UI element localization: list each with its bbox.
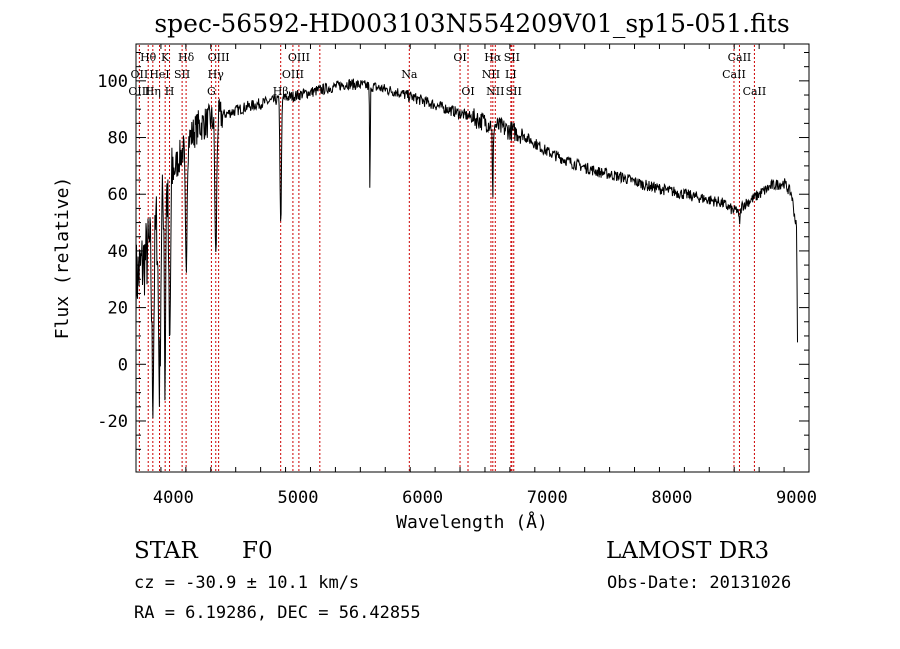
y-tick-label: 60 (108, 185, 128, 205)
survey-name: LAMOST DR3 (606, 538, 770, 564)
observation-date: Obs-Date: 20131026 (607, 573, 792, 593)
redshift-cz: cz = -30.9 ± 10.1 km/s (134, 573, 360, 593)
y-axis: -20 0 20 40 60 80 100 (97, 52, 809, 450)
line-marker-label: Hα (484, 51, 502, 64)
line-marker-label: K (161, 51, 170, 64)
line-marker-label: H (165, 85, 175, 98)
coordinates: RA = 6.19286, DEC = 56.42855 (134, 603, 421, 623)
line-marker-label: Hδ (178, 51, 195, 64)
x-tick-label: 9000 (776, 488, 817, 508)
plot-frame (135, 43, 810, 473)
spectrum-line (135, 78, 798, 419)
x-tick-label: 8000 (651, 488, 692, 508)
y-tick-label: 100 (97, 72, 128, 92)
line-marker-label: SII (506, 85, 522, 98)
y-tick-label: 40 (108, 242, 128, 262)
line-marker-label: OII (131, 68, 149, 81)
line-marker-label: Hγ (208, 68, 225, 81)
line-marker-label: OIII (128, 85, 150, 98)
line-marker-label: SII (174, 68, 190, 81)
line-marker-labels: HθOIIOIIIKHeIHηHδSIIHOIIIHγGOIIIOIIIHβNa… (128, 51, 766, 98)
line-marker-label: OI (453, 51, 466, 64)
line-marker-label: OIII (288, 51, 310, 64)
line-marker-label: NII (482, 68, 500, 81)
x-axis-label: Wavelength (Å) (396, 511, 548, 533)
object-class: STAR (134, 538, 198, 564)
line-marker-label: HeI (149, 68, 169, 81)
line-marker-label: OIII (282, 68, 304, 81)
object-subclass: F0 (242, 538, 273, 564)
line-marker-label: Na (401, 68, 418, 81)
x-tick-label: 7000 (527, 488, 568, 508)
line-marker-label: OIII (208, 51, 230, 64)
y-tick-label: -20 (97, 412, 128, 432)
y-tick-label: 20 (108, 299, 128, 319)
line-markers (138, 45, 755, 471)
chart-title: spec-56592-HD003103N554209V01_sp15-051.f… (154, 9, 789, 38)
line-marker-label: NII (486, 85, 504, 98)
y-tick-label: 80 (108, 129, 128, 149)
line-marker-label: Hθ (140, 51, 157, 64)
line-marker-label: G (207, 85, 216, 98)
line-marker-label: OI (461, 85, 474, 98)
line-marker-label: CaII (728, 51, 752, 64)
x-tick-label: 4000 (153, 488, 194, 508)
line-marker-label: Hη (145, 85, 161, 98)
line-marker-label: CaII (722, 68, 746, 81)
line-marker-label: SII (504, 51, 520, 64)
y-axis-label: Flux (relative) (52, 177, 73, 340)
x-tick-label: 6000 (402, 488, 443, 508)
line-marker-label: CaII (743, 85, 767, 98)
y-tick-label: 0 (118, 355, 128, 375)
x-tick-label: 5000 (278, 488, 319, 508)
line-marker-label: LI (505, 68, 517, 81)
x-axis: 4000 5000 6000 7000 8000 9000 (135, 44, 817, 508)
